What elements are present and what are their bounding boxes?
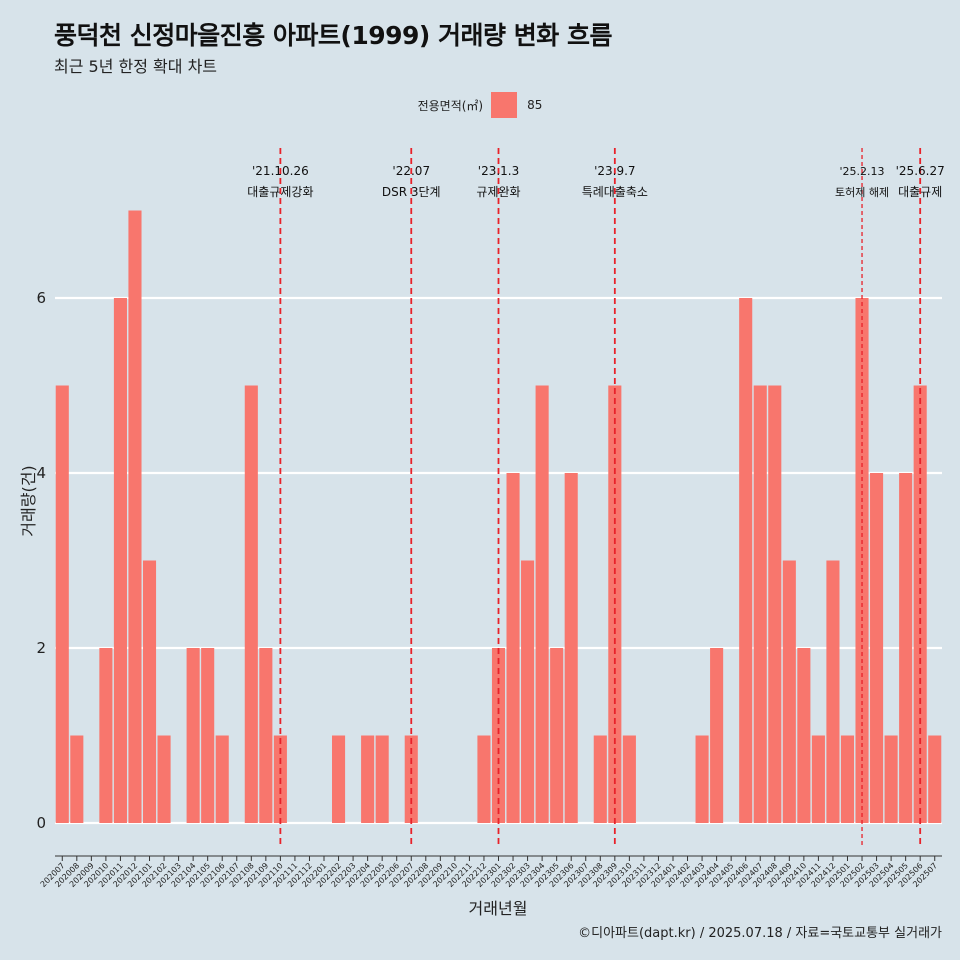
caption: ©디아파트(dapt.kr) / 2025.07.18 / 자료=국토교통부 실… <box>578 926 942 941</box>
x-axis-title: 거래년월 <box>469 899 528 918</box>
legend-color-key <box>491 92 518 118</box>
bar <box>113 298 127 823</box>
chart-title: 풍덕천 신정마을진흥 아파트(1999) 거래량 변화 흐름 <box>54 21 612 50</box>
event-date: '25.6.27 <box>896 164 945 178</box>
event-date: '25.2.13 <box>840 165 885 178</box>
y-tick-label: 0 <box>36 814 46 832</box>
event-label: 대출규제강화 <box>247 185 313 199</box>
bars <box>55 210 942 823</box>
event-lines <box>279 148 922 848</box>
bar <box>797 648 811 823</box>
bar <box>739 298 753 823</box>
bar <box>142 560 157 823</box>
bar <box>506 473 520 823</box>
bar <box>201 648 215 823</box>
y-axis-ticks: 0 2 4 6 <box>36 289 46 832</box>
bar <box>753 385 767 823</box>
y-tick-label: 2 <box>36 639 46 657</box>
bar <box>550 648 564 823</box>
bar <box>811 735 825 823</box>
bar <box>186 648 200 823</box>
bar <box>375 735 389 823</box>
y-tick-label: 4 <box>36 464 46 482</box>
event-label: 토허제 해제 <box>835 185 889 199</box>
bar <box>564 473 578 823</box>
bar <box>477 735 491 823</box>
bar <box>855 298 869 823</box>
bar <box>55 385 69 823</box>
event-label: 대출규제 <box>898 185 942 199</box>
bar <box>521 560 535 823</box>
bar <box>361 735 375 823</box>
event-annotations: '21.10.26 대출규제강화 '22.07 DSR 3단계 '23.1.3 규제완화 '… <box>247 164 944 199</box>
bar <box>622 735 636 823</box>
bar <box>259 648 273 823</box>
bar <box>608 385 622 823</box>
x-axis: 2020072020082020092020102020112020122021… <box>39 855 942 889</box>
legend-title: 전용면적(㎡) <box>417 98 484 113</box>
event-date: '23.1.3 <box>478 164 519 178</box>
chart-subtitle: 최근 5년 한정 확대 차트 <box>54 57 218 76</box>
bar <box>157 735 171 823</box>
bar <box>899 473 913 823</box>
bar <box>99 648 113 823</box>
bar <box>870 473 884 823</box>
legend: 전용면적(㎡) 85 <box>0 92 960 118</box>
bar <box>491 648 506 823</box>
bar <box>70 735 84 823</box>
bar <box>782 560 796 823</box>
bar <box>710 648 724 823</box>
legend-label: 85 <box>527 98 543 112</box>
bar <box>535 385 549 823</box>
event-label: 규제완화 <box>476 185 520 199</box>
bar <box>826 560 840 823</box>
y-axis-title: 거래량(건) <box>19 465 38 536</box>
y-tick-label: 6 <box>36 289 46 307</box>
bar <box>244 385 258 823</box>
bar <box>928 735 942 823</box>
event-label: 특례대출축소 <box>582 185 648 199</box>
event-date: '22.07 <box>392 164 430 178</box>
bar <box>840 735 855 823</box>
bar <box>695 735 709 823</box>
bar <box>768 385 782 823</box>
bar <box>128 210 142 823</box>
event-date: '21.10.26 <box>252 164 309 178</box>
bar <box>593 735 607 823</box>
bar <box>332 735 346 823</box>
bar <box>884 735 898 823</box>
event-label: DSR 3단계 <box>382 185 441 199</box>
event-date: '23.9.7 <box>594 164 635 178</box>
bar <box>913 385 927 823</box>
bar <box>215 735 229 823</box>
